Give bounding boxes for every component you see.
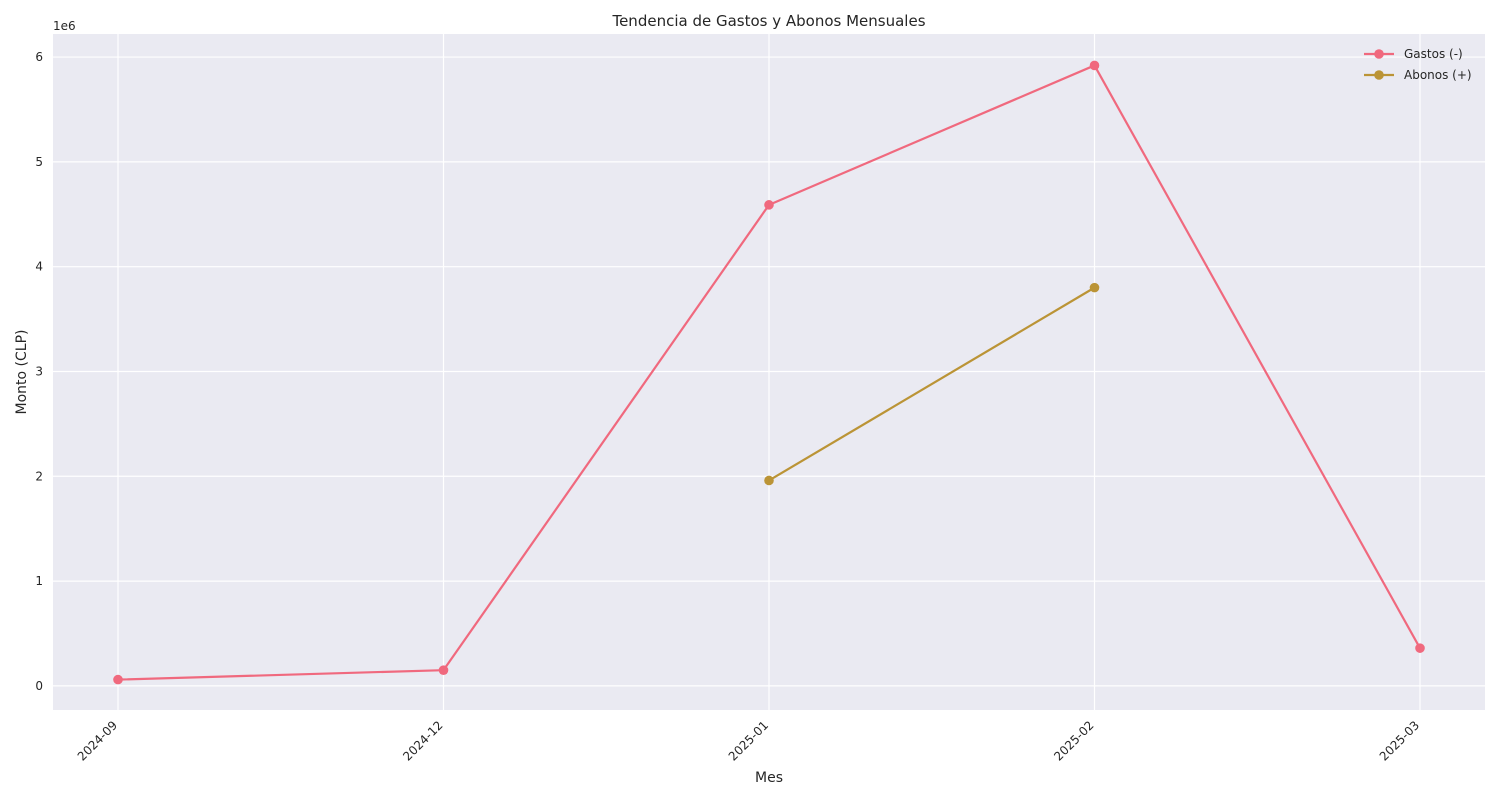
data-point — [1415, 643, 1425, 653]
data-point — [764, 475, 774, 486]
x-tick-labels: 2024-09 2024-12 2025-01 2025-02 2025-03 — [75, 718, 1422, 763]
series-abonos — [764, 282, 1100, 486]
data-point — [438, 665, 449, 675]
y-tick-label: 0 — [35, 679, 43, 693]
legend-marker — [1374, 49, 1384, 59]
legend-label: Abonos (+) — [1404, 68, 1472, 82]
x-tick-label: 2025-03 — [1377, 718, 1422, 763]
series-layer — [113, 60, 1425, 685]
y-tick-label: 1 — [35, 574, 43, 588]
x-tick-label: 2025-02 — [1051, 718, 1096, 763]
y-tick-label: 6 — [35, 50, 43, 64]
y-tick-label: 2 — [35, 469, 43, 483]
series-line — [768, 286, 1096, 482]
legend-label: Gastos (-) — [1404, 47, 1463, 61]
x-axis-title: Mes — [755, 770, 783, 786]
data-point — [1089, 60, 1100, 71]
data-point — [113, 674, 123, 685]
y-offset-label: 1e6 — [53, 19, 76, 33]
x-tick-label: 2025-01 — [726, 718, 771, 763]
legend-item: Abonos (+) — [1364, 68, 1472, 82]
chart-title: Tendencia de Gastos y Abonos Mensuales — [611, 12, 925, 30]
data-point — [1089, 282, 1100, 293]
y-tick-label: 5 — [35, 155, 43, 169]
legend-marker — [1374, 70, 1384, 80]
series-gastos — [113, 60, 1425, 685]
legend: Gastos (-) Abonos (+) — [1364, 47, 1472, 82]
x-tick-label: 2024-09 — [75, 718, 120, 763]
y-tick-label: 3 — [35, 364, 43, 378]
data-point — [764, 200, 774, 210]
x-tick-label: 2024-12 — [400, 718, 445, 763]
legend-item: Gastos (-) — [1364, 47, 1463, 61]
y-tick-labels: 0 1 2 3 4 5 6 — [35, 50, 43, 693]
y-axis-title: Monto (CLP) — [14, 330, 30, 415]
y-tick-label: 4 — [35, 260, 43, 274]
